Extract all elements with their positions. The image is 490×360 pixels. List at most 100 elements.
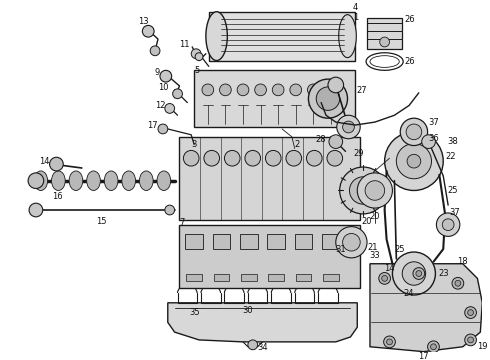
Circle shape bbox=[413, 267, 425, 279]
Text: 7: 7 bbox=[180, 218, 185, 227]
Circle shape bbox=[306, 150, 322, 166]
Circle shape bbox=[204, 150, 220, 166]
Text: 13: 13 bbox=[138, 17, 148, 26]
Circle shape bbox=[452, 278, 464, 289]
Circle shape bbox=[328, 77, 343, 93]
Circle shape bbox=[202, 84, 214, 96]
Text: 26: 26 bbox=[405, 57, 416, 66]
Circle shape bbox=[165, 205, 174, 215]
Bar bbox=[179, 225, 360, 288]
Circle shape bbox=[308, 79, 347, 118]
Text: 23: 23 bbox=[438, 269, 448, 278]
Circle shape bbox=[384, 336, 395, 348]
Text: 17: 17 bbox=[418, 352, 429, 360]
Ellipse shape bbox=[69, 171, 83, 190]
Bar bbox=[268, 234, 285, 249]
Circle shape bbox=[329, 135, 343, 148]
Text: 36: 36 bbox=[428, 134, 439, 143]
Circle shape bbox=[286, 150, 302, 166]
Circle shape bbox=[407, 154, 421, 168]
Text: 24: 24 bbox=[404, 289, 414, 298]
Ellipse shape bbox=[87, 171, 100, 190]
Text: 11: 11 bbox=[179, 40, 190, 49]
Circle shape bbox=[191, 49, 201, 59]
Text: 26: 26 bbox=[405, 15, 416, 24]
Bar bbox=[213, 234, 230, 249]
Text: 29: 29 bbox=[353, 149, 364, 158]
Circle shape bbox=[343, 233, 360, 251]
Text: 37: 37 bbox=[428, 118, 439, 127]
Circle shape bbox=[431, 344, 437, 350]
Circle shape bbox=[337, 115, 360, 139]
Bar bbox=[322, 234, 340, 249]
Circle shape bbox=[266, 150, 281, 166]
Bar bbox=[296, 274, 311, 281]
Circle shape bbox=[379, 273, 391, 284]
Bar bbox=[367, 18, 402, 49]
Text: 14: 14 bbox=[384, 264, 395, 273]
Text: 12: 12 bbox=[155, 101, 165, 110]
Text: 1: 1 bbox=[353, 13, 358, 22]
Circle shape bbox=[195, 53, 203, 60]
Circle shape bbox=[183, 150, 199, 166]
Bar bbox=[186, 274, 202, 281]
Circle shape bbox=[150, 46, 160, 56]
Circle shape bbox=[340, 167, 387, 214]
Ellipse shape bbox=[157, 171, 171, 190]
Text: 34: 34 bbox=[257, 343, 268, 352]
Circle shape bbox=[336, 226, 367, 258]
Circle shape bbox=[307, 84, 319, 96]
Circle shape bbox=[165, 104, 174, 113]
Text: 20: 20 bbox=[369, 212, 380, 221]
Circle shape bbox=[382, 275, 388, 281]
Text: 21: 21 bbox=[368, 243, 378, 252]
Circle shape bbox=[437, 213, 460, 237]
Circle shape bbox=[158, 124, 168, 134]
Circle shape bbox=[422, 135, 436, 148]
Circle shape bbox=[416, 271, 422, 276]
Ellipse shape bbox=[206, 12, 227, 60]
Circle shape bbox=[28, 173, 44, 189]
Circle shape bbox=[358, 186, 368, 195]
Circle shape bbox=[365, 181, 385, 200]
Circle shape bbox=[396, 144, 432, 179]
Ellipse shape bbox=[104, 171, 118, 190]
Text: 17: 17 bbox=[147, 121, 157, 130]
Circle shape bbox=[316, 87, 340, 111]
Bar bbox=[214, 274, 229, 281]
Circle shape bbox=[465, 334, 476, 346]
Text: 3: 3 bbox=[192, 140, 197, 149]
Ellipse shape bbox=[140, 171, 153, 190]
Circle shape bbox=[224, 150, 240, 166]
Circle shape bbox=[467, 337, 473, 343]
Circle shape bbox=[29, 203, 43, 217]
Circle shape bbox=[357, 173, 392, 208]
Circle shape bbox=[49, 157, 63, 171]
Text: 19: 19 bbox=[477, 342, 488, 351]
Text: 33: 33 bbox=[369, 251, 380, 260]
Bar bbox=[269, 274, 284, 281]
Circle shape bbox=[143, 26, 154, 37]
Text: 15: 15 bbox=[96, 217, 107, 226]
Circle shape bbox=[442, 219, 454, 230]
Circle shape bbox=[467, 310, 473, 315]
Bar bbox=[295, 234, 312, 249]
Text: 27: 27 bbox=[357, 86, 368, 95]
Text: 28: 28 bbox=[316, 135, 326, 144]
Bar bbox=[323, 274, 339, 281]
Circle shape bbox=[160, 70, 172, 82]
Text: 22: 22 bbox=[446, 152, 456, 161]
Polygon shape bbox=[370, 264, 482, 352]
Circle shape bbox=[387, 339, 392, 345]
Circle shape bbox=[428, 341, 440, 353]
Text: 9: 9 bbox=[154, 68, 160, 77]
Circle shape bbox=[248, 340, 258, 350]
Text: 30: 30 bbox=[243, 306, 253, 315]
Circle shape bbox=[325, 84, 337, 96]
Circle shape bbox=[349, 177, 377, 204]
Circle shape bbox=[455, 280, 461, 286]
Ellipse shape bbox=[122, 171, 136, 190]
Text: 14: 14 bbox=[40, 157, 50, 166]
Text: 25: 25 bbox=[448, 186, 458, 195]
Text: 37: 37 bbox=[450, 208, 460, 217]
